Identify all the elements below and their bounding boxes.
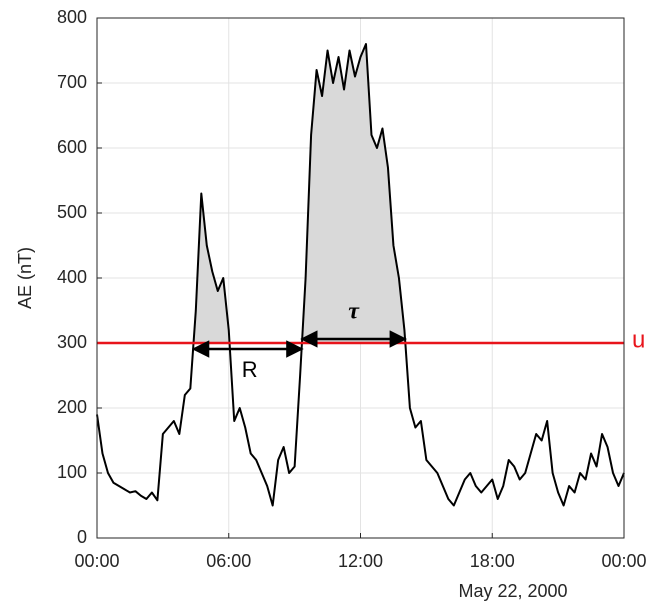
- y-tick-label: 600: [57, 137, 87, 157]
- y-tick-label: 700: [57, 72, 87, 92]
- x-tick-label: 06:00: [206, 551, 251, 571]
- threshold-label: u: [632, 326, 645, 353]
- exceedance-area: [97, 44, 624, 343]
- ae-line: [96, 43, 625, 507]
- x-tick-label: 00:00: [601, 551, 646, 571]
- x-tick-label: 00:00: [74, 551, 119, 571]
- x-tick-label: 12:00: [338, 551, 383, 571]
- duration-label: τ: [348, 299, 360, 325]
- y-tick-label: 300: [57, 332, 87, 352]
- x-tick-label: 18:00: [470, 551, 515, 571]
- y-tick-label: 800: [57, 7, 87, 27]
- y-tick-label: 100: [57, 462, 87, 482]
- interval-label: R: [242, 357, 258, 382]
- y-tick-label: 200: [57, 397, 87, 417]
- date-label: May 22, 2000: [458, 581, 567, 601]
- y-axis-label: AE (nT): [15, 247, 35, 309]
- y-tick-label: 0: [77, 527, 87, 547]
- y-tick-label: 500: [57, 202, 87, 222]
- plot-frame: [96, 17, 625, 539]
- y-tick-label: 400: [57, 267, 87, 287]
